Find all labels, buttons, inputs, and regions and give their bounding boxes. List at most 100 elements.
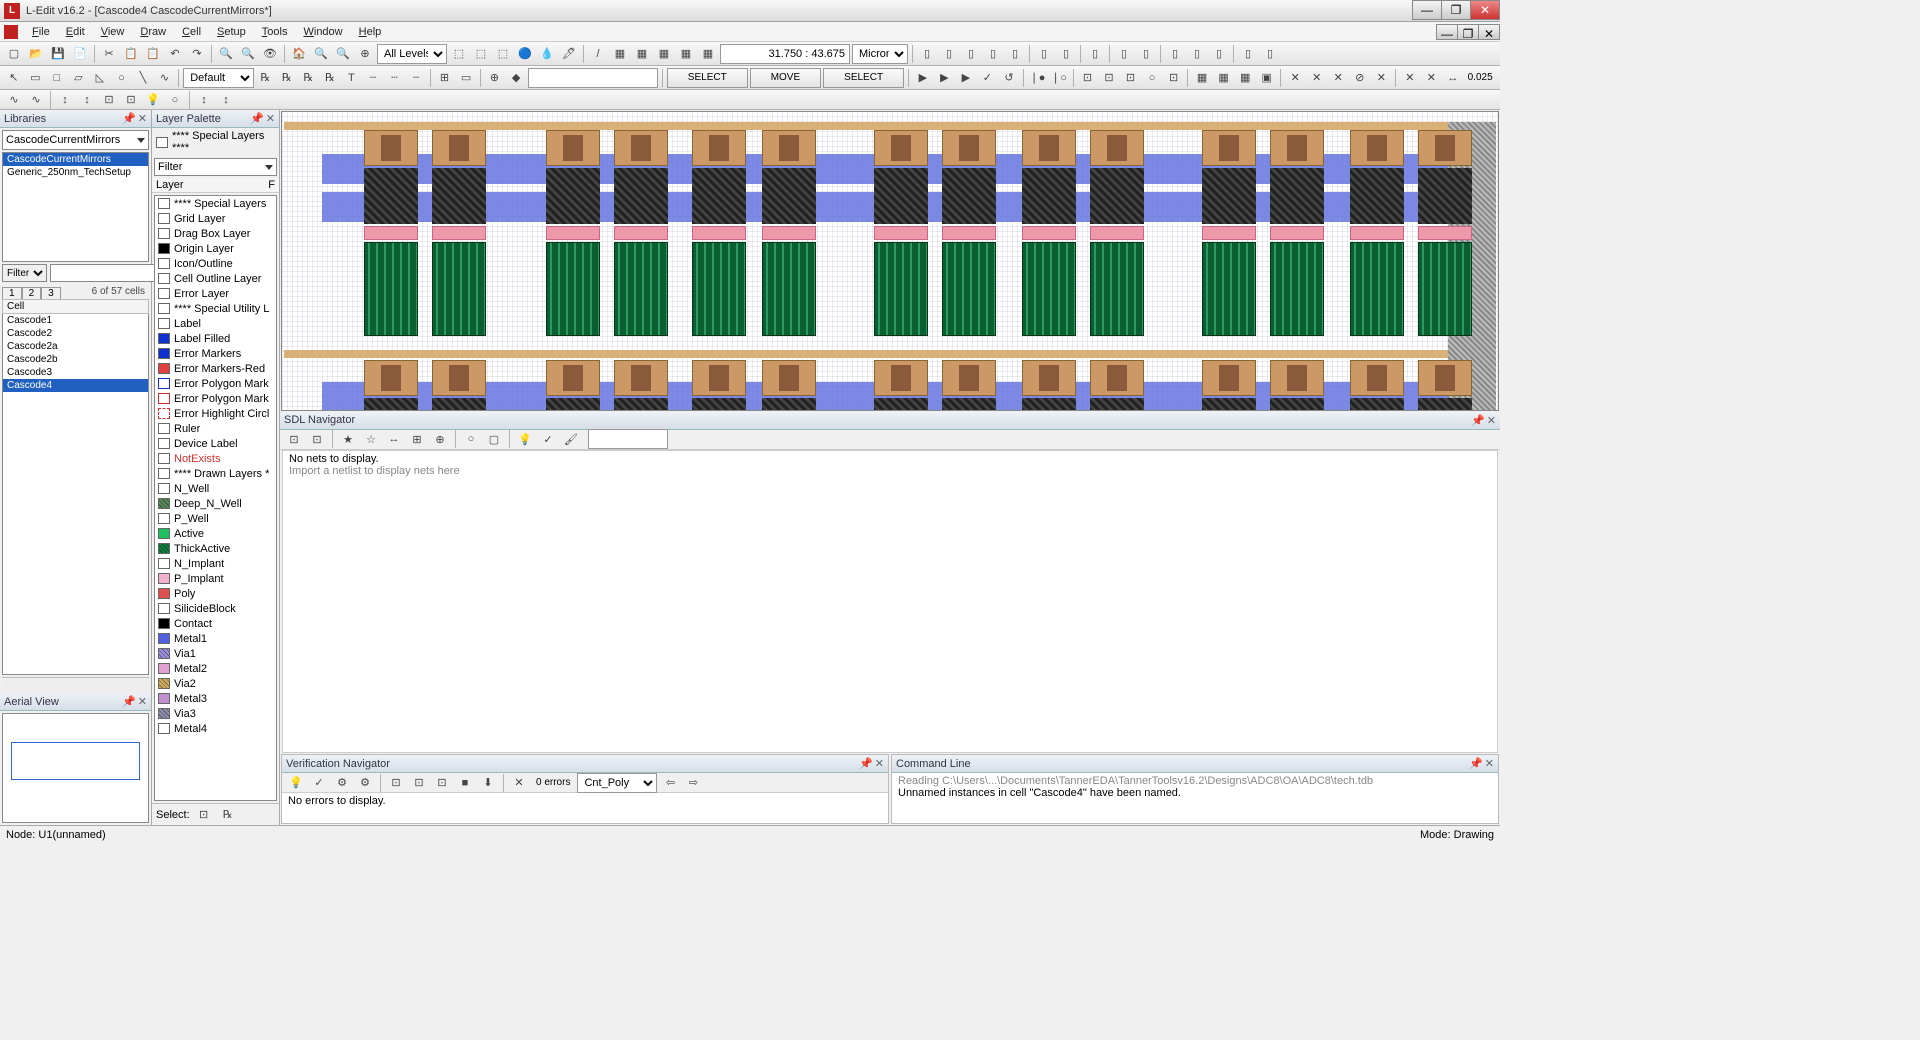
- toolbar-icon[interactable]: ↶: [165, 44, 185, 64]
- layer-row[interactable]: Label: [155, 316, 276, 331]
- toolbar-icon[interactable]: ▦: [654, 44, 674, 64]
- toolbar-icon[interactable]: ┄: [406, 68, 426, 88]
- toolbar-icon[interactable]: ⬚: [471, 44, 491, 64]
- layer-row[interactable]: Metal1: [155, 631, 276, 646]
- mdi-max-button[interactable]: ❐: [1457, 24, 1479, 40]
- toolbar-icon[interactable]: ⊡: [1099, 68, 1119, 88]
- select-button-1[interactable]: SELECT: [667, 68, 748, 88]
- toolbar-icon[interactable]: ❘●: [1028, 68, 1048, 88]
- layer-row[interactable]: N_Well: [155, 481, 276, 496]
- layer-row[interactable]: Contact: [155, 616, 276, 631]
- cell-item[interactable]: Cascode4: [3, 379, 148, 392]
- toolbar-icon[interactable]: ✓: [978, 68, 998, 88]
- toolbar-icon[interactable]: 🔍: [311, 44, 331, 64]
- toolbar-icon[interactable]: ▯: [917, 44, 937, 64]
- sdl-icon[interactable]: ☆: [361, 429, 381, 449]
- toolbar-icon[interactable]: ▯: [939, 44, 959, 64]
- toolbar-icon[interactable]: ↺: [999, 68, 1019, 88]
- toolbar-icon[interactable]: ⊡: [1121, 68, 1141, 88]
- toolbar-icon[interactable]: ⊞: [435, 68, 455, 88]
- ver-icon[interactable]: ⊡: [386, 773, 406, 793]
- toolbar-icon[interactable]: ◆: [506, 68, 526, 88]
- sdl-icon[interactable]: ⊕: [430, 429, 450, 449]
- layout-canvas[interactable]: [281, 111, 1499, 411]
- menu-draw[interactable]: Draw: [132, 24, 174, 40]
- lib-tab[interactable]: 1: [2, 287, 22, 299]
- toolbar-icon[interactable]: ○: [1142, 68, 1162, 88]
- layer-row[interactable]: **** Special Utility L: [155, 301, 276, 316]
- toolbar-icon[interactable]: ↕: [77, 90, 97, 110]
- toolbar-icon[interactable]: ▯: [961, 44, 981, 64]
- menu-cell[interactable]: Cell: [174, 24, 209, 40]
- library-list[interactable]: CascodeCurrentMirrorsGeneric_250nm_TechS…: [2, 152, 149, 262]
- layer-row[interactable]: Icon/Outline: [155, 256, 276, 271]
- sdl-icon[interactable]: ▢: [484, 429, 504, 449]
- toolbar-icon[interactable]: ∿: [4, 90, 24, 110]
- menu-view[interactable]: View: [93, 24, 133, 40]
- toolbar-icon[interactable]: ⊕: [355, 44, 375, 64]
- layer-row[interactable]: Cell Outline Layer: [155, 271, 276, 286]
- toolbar-icon[interactable]: ⊡: [1164, 68, 1184, 88]
- toolbar-icon[interactable]: ▱: [69, 68, 89, 88]
- sdl-icon[interactable]: ⊡: [307, 429, 327, 449]
- toolbar-icon[interactable]: ↕: [216, 90, 236, 110]
- toolbar-icon[interactable]: ⊡: [121, 90, 141, 110]
- toolbar-icon[interactable]: ✕: [1400, 68, 1420, 88]
- layer-row[interactable]: Error Markers-Red: [155, 361, 276, 376]
- layer-row[interactable]: Grid Layer: [155, 211, 276, 226]
- levels-select[interactable]: All Levels: [377, 44, 447, 64]
- pointer-icon[interactable]: ↖: [4, 68, 24, 88]
- layer-row[interactable]: **** Special Layers: [155, 196, 276, 211]
- toolbar-icon[interactable]: ▦: [676, 44, 696, 64]
- sdl-icon[interactable]: 💡: [515, 429, 535, 449]
- toolbar-icon[interactable]: ▶: [956, 68, 976, 88]
- menu-tools[interactable]: Tools: [254, 24, 296, 40]
- menu-edit[interactable]: Edit: [58, 24, 93, 40]
- toolbar-icon[interactable]: T: [342, 68, 362, 88]
- toolbar-icon[interactable]: ↕: [55, 90, 75, 110]
- toolbar-icon[interactable]: 💡: [143, 90, 163, 110]
- layer-filter[interactable]: Filter: [154, 158, 277, 176]
- next-icon[interactable]: ⇨: [683, 773, 703, 793]
- ver-icon[interactable]: ⚙: [355, 773, 375, 793]
- panel-close-icon[interactable]: ✕: [875, 757, 884, 770]
- aerial-view[interactable]: [2, 713, 149, 823]
- panel-close-icon[interactable]: ✕: [266, 112, 275, 125]
- layer-select[interactable]: Default: [183, 68, 253, 88]
- toolbar-icon[interactable]: ▯: [1260, 44, 1280, 64]
- panel-close-icon[interactable]: ✕: [138, 112, 147, 125]
- layer-row[interactable]: Via2: [155, 676, 276, 691]
- command-input[interactable]: [528, 68, 658, 88]
- toolbar-icon[interactable]: ℞: [320, 68, 340, 88]
- ver-icon[interactable]: 💡: [286, 773, 306, 793]
- toolbar-icon[interactable]: 🔍: [333, 44, 353, 64]
- library-dropdown[interactable]: CascodeCurrentMirrors: [2, 130, 149, 150]
- ver-icon[interactable]: ⊡: [432, 773, 452, 793]
- layer-row[interactable]: Error Polygon Mark: [155, 391, 276, 406]
- toolbar-icon[interactable]: 👁: [260, 44, 280, 64]
- toolbar-icon[interactable]: ⊘: [1350, 68, 1370, 88]
- panel-close-icon[interactable]: ✕: [1485, 757, 1494, 770]
- toolbar-icon[interactable]: ✕: [1372, 68, 1392, 88]
- toolbar-icon[interactable]: ▯: [1238, 44, 1258, 64]
- pin-icon[interactable]: 📌: [859, 757, 873, 770]
- toolbar-icon[interactable]: ℞: [299, 68, 319, 88]
- pin-icon[interactable]: 📌: [122, 112, 136, 125]
- toolbar-icon[interactable]: ℞: [256, 68, 276, 88]
- toolbar-icon[interactable]: /: [588, 44, 608, 64]
- toolbar-icon[interactable]: ∿: [26, 90, 46, 110]
- toolbar-icon[interactable]: ╲: [133, 68, 153, 88]
- toolbar-icon[interactable]: ▯: [983, 44, 1003, 64]
- layer-row[interactable]: Label Filled: [155, 331, 276, 346]
- pin-icon[interactable]: 📌: [1471, 414, 1485, 427]
- coord-input[interactable]: [720, 44, 850, 64]
- select-mode-icon[interactable]: ℞: [218, 805, 238, 825]
- pin-icon[interactable]: 📌: [1469, 757, 1483, 770]
- lib-tab[interactable]: 2: [22, 287, 42, 299]
- toolbar-icon[interactable]: ▯: [1005, 44, 1025, 64]
- toolbar-icon[interactable]: ↔: [1443, 68, 1463, 88]
- ver-icon[interactable]: ✕: [509, 773, 529, 793]
- toolbar-icon[interactable]: 🔍: [216, 44, 236, 64]
- toolbar-icon[interactable]: ▣: [1257, 68, 1277, 88]
- sdl-input[interactable]: [588, 429, 668, 449]
